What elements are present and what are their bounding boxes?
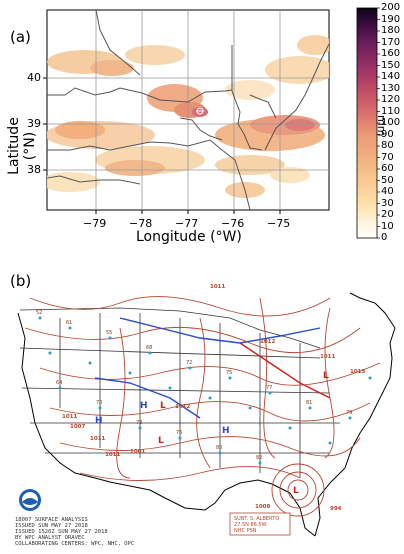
y-tick-label: 38 — [27, 163, 41, 176]
low-center: L — [158, 436, 164, 446]
x-axis-title: Longitude (°W) — [136, 229, 242, 245]
colorbar-tick-label: 80 — [381, 140, 394, 151]
footer-line: ISSUED 1520Z SUN MAY 27 2018 — [15, 529, 108, 535]
svg-text:61: 61 — [66, 320, 72, 326]
pressure-label: 1011 — [62, 414, 77, 420]
pressure-label: 1012 — [175, 404, 190, 410]
footer-line: 18007 SURFACE ANALYSIS — [15, 517, 88, 523]
storm-label-line: SUBT. S. ALBERTO — [234, 516, 279, 522]
svg-text:70: 70 — [96, 400, 102, 406]
x-tick-label: −75 — [267, 217, 291, 230]
x-tick-label: −78 — [129, 217, 153, 230]
border-lines — [19, 307, 340, 478]
colorbar-tick-label: 180 — [381, 25, 401, 36]
observation-marker — [196, 107, 204, 115]
colorbar-tick-label: 60 — [381, 163, 394, 174]
surface-map-canvas: 52 61 55 68 72 75 77 81 79 64 70 73 76 80 82 1011 … — [10, 266, 396, 546]
pressure-label: 1011 — [90, 436, 105, 442]
colorbar-tick-label: 200 — [381, 2, 401, 13]
storm-label-line: NHC PSN — [234, 528, 257, 534]
pressure-labels: 1011 1011 1011 1001 1007 1011 1013 1011 … — [62, 284, 365, 512]
svg-text:75: 75 — [226, 370, 232, 376]
colorbar-tick-label: 70 — [381, 151, 394, 163]
colorbar-tick-label: 120 — [381, 94, 401, 105]
station-values: 52 61 55 68 72 75 77 81 79 64 70 73 76 80 82 — [36, 310, 352, 461]
svg-text:73: 73 — [136, 420, 142, 426]
precip-map — [43, 7, 380, 239]
colorbar-tick-label: 30 — [381, 197, 394, 209]
tick-marks — [43, 77, 281, 214]
high-center: H — [140, 401, 148, 411]
storm-label-box: SUBT. S. ALBERTO 27.5N 86.5W NHC PSN — [229, 512, 291, 536]
svg-text:72: 72 — [186, 360, 192, 366]
panel-b-label: (b) — [10, 272, 32, 290]
svg-text:77: 77 — [266, 385, 272, 391]
storm-circles — [271, 463, 325, 517]
pressure-label: 994 — [330, 506, 342, 512]
svg-text:64: 64 — [56, 380, 62, 386]
colorbar-tick-label: 150 — [381, 59, 401, 71]
colorbar-tick-label: 160 — [381, 48, 401, 59]
panel-a-label: (a) — [10, 28, 31, 46]
colorbar-tick-label: 110 — [381, 105, 401, 117]
pressure-label: 1011 — [210, 284, 225, 290]
footer-line: ISSUED SUN MAY 27 2018 — [15, 523, 88, 529]
fronts — [94, 317, 331, 419]
low-center: L — [160, 401, 166, 411]
colorbar-tick-label: 40 — [381, 186, 394, 197]
high-center: H — [95, 416, 103, 426]
state-borders — [47, 10, 329, 210]
pressure-label: 1007 — [70, 424, 85, 430]
svg-text:55: 55 — [106, 330, 112, 336]
gridlines — [47, 10, 329, 210]
footer-line: COLLABORATING CENTERS: WPC, NHC, OPC — [15, 541, 135, 547]
colorbar-unit: mm — [375, 115, 388, 137]
colorbar-tick-label: 90 — [381, 128, 394, 140]
pressure-label: 1011 — [105, 452, 120, 458]
low-center: L — [293, 486, 299, 496]
colorbar-ticks — [377, 7, 380, 239]
surface-analysis-map: 52 61 55 68 72 75 77 81 79 64 70 73 76 80 82 1011 … — [0, 258, 404, 550]
svg-text:79: 79 — [346, 410, 352, 416]
colorbar-tick-label: 50 — [381, 174, 394, 186]
colorbar-tick-label: 10 — [381, 220, 394, 232]
isobars — [24, 296, 381, 481]
pressure-centers: H H L L L H L — [95, 371, 329, 496]
colorbar-tick-label: 140 — [381, 71, 401, 82]
svg-text:82: 82 — [256, 455, 262, 461]
colorbar-tick-label: 130 — [381, 82, 401, 94]
low-center: L — [323, 371, 329, 381]
colorbar-tick-label: 170 — [381, 36, 401, 48]
noaa-logo — [19, 489, 41, 511]
y-tick-label: 39 — [27, 117, 41, 130]
storm-label-line: 27.5N 86.5W — [234, 522, 267, 528]
pressure-label: 1011 — [320, 354, 335, 360]
svg-text:80: 80 — [216, 445, 222, 451]
pressure-label: 1012 — [260, 339, 275, 345]
svg-text:81: 81 — [306, 400, 312, 406]
y-tick-label: 40 — [27, 71, 41, 84]
svg-text:52: 52 — [36, 310, 42, 316]
colorbar-tick-label: 190 — [381, 13, 401, 25]
x-tick-label: −76 — [221, 217, 245, 230]
x-tick-label: −77 — [175, 217, 199, 230]
colorbar-tick-label: 100 — [381, 117, 401, 128]
svg-text:76: 76 — [176, 430, 182, 436]
svg-text:68: 68 — [146, 345, 152, 351]
colorbar — [356, 7, 378, 239]
footer-line: BY WPC ANALYST ORAVEC — [15, 535, 85, 541]
pressure-label: 1008 — [255, 504, 270, 510]
colorbar-tick-label: 20 — [381, 209, 394, 220]
colorbar-tick-label: 0 — [381, 232, 388, 243]
high-center: H — [222, 426, 230, 436]
x-tick-label: −79 — [83, 217, 107, 230]
pressure-label: 1001 — [130, 449, 145, 455]
pressure-label: 1013 — [350, 369, 365, 375]
station-models — [38, 316, 372, 465]
y-axis-title: Latitude (°N) — [6, 117, 38, 175]
